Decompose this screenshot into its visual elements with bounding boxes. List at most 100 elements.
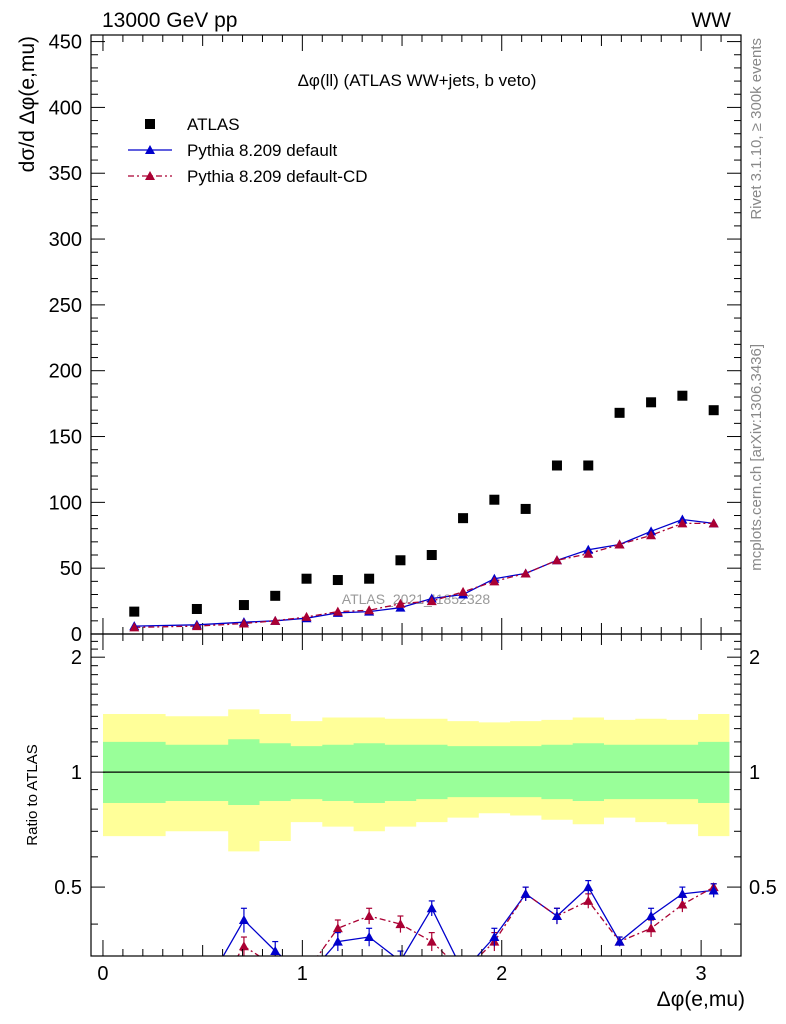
atlas-point — [614, 407, 625, 418]
ratio-y-tick-label-right: 1 — [749, 762, 760, 784]
pythia-cd-point — [270, 615, 281, 625]
atlas-point — [191, 603, 202, 614]
legend-label: ATLAS — [187, 115, 240, 134]
main-y-tick-label: 150 — [49, 427, 82, 449]
atlas-point — [458, 513, 469, 524]
ratio-cd-point — [426, 936, 437, 946]
pythia-cd-line — [134, 522, 714, 629]
ratio-cd-point — [458, 967, 468, 976]
atlas-point — [583, 460, 594, 471]
ratio-default-point — [270, 946, 281, 956]
x-tick-label: 2 — [496, 963, 507, 985]
main-y-tick-label: 100 — [49, 492, 82, 514]
ratio-default-point — [458, 967, 468, 976]
atlas-point — [426, 550, 437, 561]
main-y-tick-label: 200 — [49, 361, 82, 383]
ratio-y-tick-label: 2 — [71, 647, 82, 669]
atlas-point — [677, 390, 688, 401]
ratio-cd-point — [192, 1018, 202, 1024]
main-title: Δφ(ll) (ATLAS WW+jets, b veto) — [298, 71, 537, 90]
ratio-cd-point — [364, 911, 375, 921]
pythia-cd-point — [614, 539, 625, 549]
ratio-cd-line — [237, 886, 715, 956]
ratio-y-tick-label: 0.5 — [54, 877, 82, 899]
x-tick-label: 1 — [297, 963, 308, 985]
ratio-panel: 0.5 0.5 1 1 2 2 0 1 2 3 Ratio to ATLAS Δφ(e,mu) — [24, 633, 777, 1024]
ratio-cd-point — [583, 895, 594, 905]
legend-label: Pythia 8.209 default — [187, 141, 338, 160]
rivet-label: Rivet 3.1.10, ≥ 300k events — [748, 38, 765, 220]
pythia-cd-point — [520, 568, 531, 578]
pythia-cd-point — [191, 621, 202, 631]
pythia-cd-point — [395, 598, 406, 608]
main-y-tick-label: 350 — [49, 163, 82, 185]
legend-label: Pythia 8.209 default-CD — [187, 167, 368, 186]
ratio-y-tick-label: 1 — [71, 762, 82, 784]
x-tick-label: 0 — [97, 963, 108, 985]
pythia-cd-point — [364, 605, 375, 615]
ratio-cd-point — [646, 923, 657, 933]
atlas-point — [395, 555, 406, 566]
header-right: WW — [691, 9, 731, 32]
ratio-default-point — [646, 911, 657, 921]
pythia-cd-point — [677, 518, 688, 528]
main-y-tick-label: 450 — [49, 32, 82, 54]
main-y-tick-label: 250 — [49, 295, 82, 317]
ratio-default-point — [238, 915, 249, 925]
atlas-point — [332, 575, 343, 586]
ratio-default-point — [520, 888, 531, 898]
atlas-point — [708, 405, 719, 416]
atlas-point — [646, 397, 657, 408]
mcplots-label: mcplots.cern.ch [arXiv:1306.3436] — [748, 344, 765, 571]
main-y-tick-label: 50 — [60, 558, 82, 580]
pythia-cd-point — [332, 606, 343, 616]
main-ylabel: dσ/d Δφ(e,mu) — [16, 36, 39, 172]
ratio-cd-point — [332, 923, 343, 933]
atlas-point — [364, 573, 375, 584]
legend-cd-marker — [145, 171, 155, 180]
pythia-cd-point — [646, 530, 657, 540]
ratio-default-point — [332, 936, 343, 946]
ratio-default-line — [222, 886, 714, 956]
ratio-frame — [90, 633, 742, 957]
legend-atlas-marker — [145, 119, 155, 129]
pythia-cd-point — [426, 596, 437, 606]
ratio-cd-point — [395, 919, 406, 929]
ratio-default-point — [489, 932, 500, 942]
ratio-default-point — [708, 885, 719, 895]
main-y-tick-label: 0 — [71, 624, 82, 646]
x-axis-label: Δφ(e,mu) — [657, 988, 745, 1011]
pythia-cd-point — [458, 586, 469, 596]
pythia-cd-point — [583, 548, 594, 558]
ratio-cd-point — [238, 941, 249, 951]
ratio-default-point — [614, 936, 625, 946]
ratio-y-tick-label-right: 0.5 — [749, 877, 777, 899]
pythia-cd-point — [551, 555, 562, 565]
ratio-default-point — [583, 882, 594, 892]
pythia-default-line — [134, 518, 714, 627]
ratio-default-point — [192, 997, 202, 1006]
ratio-cd-point — [677, 899, 688, 909]
main-y-tick-label: 400 — [49, 97, 82, 119]
pythia-cd-point — [708, 518, 719, 528]
pythia-cd-point — [238, 618, 249, 628]
legend: ATLAS Pythia 8.209 default Pythia 8.209 de… — [128, 115, 368, 186]
pythia-cd-point — [489, 576, 500, 586]
atlas-point — [238, 600, 249, 611]
ratio-y-tick-label-right: 2 — [749, 647, 760, 669]
ratio-default-point — [395, 956, 405, 965]
ratio-ylabel: Ratio to ATLAS — [24, 744, 41, 845]
atlas-point — [301, 573, 312, 584]
watermark: ATLAS_2021_I1852328 — [342, 591, 491, 607]
main-panel: 0 50 100 150 200 250 300 350 400 450 Δφ(ll) (ATLA… — [16, 32, 742, 646]
ratio-default-point — [426, 903, 437, 913]
ratio-default-point — [551, 911, 562, 921]
pythia-cd-point — [301, 611, 312, 621]
ratio-default-point — [364, 932, 375, 942]
atlas-point — [489, 494, 500, 505]
pythia-cd-point — [129, 622, 140, 632]
atlas-point — [551, 460, 562, 471]
header-left: 13000 GeV pp — [102, 9, 237, 32]
ratio-cd-point — [270, 961, 280, 970]
